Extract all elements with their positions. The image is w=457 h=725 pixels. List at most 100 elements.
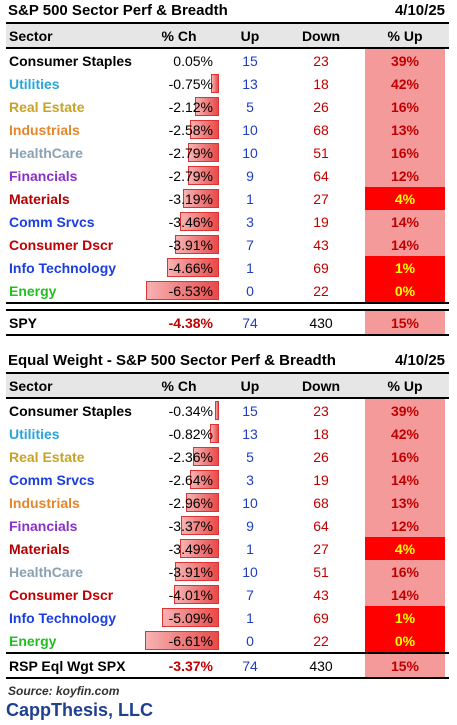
sector-name: Consumer Staples	[9, 52, 132, 69]
separator-row	[6, 303, 449, 311]
pct-change-cell: -3.49%	[139, 537, 219, 560]
pct-up-cell: 14%	[361, 468, 449, 491]
summary-pct-up-cell: 15%	[361, 310, 449, 336]
pct-up-value: 14%	[390, 471, 420, 488]
table-row: HealthCare -3.91% 10 51 16%	[6, 560, 449, 583]
pct-up-value: 16%	[390, 144, 420, 161]
pct-up-value: 0%	[394, 632, 416, 649]
pct-change-bar	[210, 74, 219, 93]
pct-up-cell: 16%	[361, 560, 449, 583]
sector-name: Industrials	[9, 121, 80, 138]
pct-change-cell: -2.96%	[139, 491, 219, 514]
pct-up-cell: 12%	[361, 514, 449, 537]
down-count: 64	[313, 167, 329, 184]
pct-up-value: 12%	[390, 167, 420, 184]
pct-up-value: 42%	[390, 425, 420, 442]
pct-up-cell: 14%	[361, 210, 449, 233]
summary-row: RSP Eql Wgt SPX -3.37% 74 430 15%	[6, 653, 449, 679]
pct-change-value: -2.96%	[168, 494, 213, 511]
pct-up-background	[365, 514, 445, 537]
down-count: 69	[313, 609, 329, 626]
pct-change-value: -3.49%	[168, 540, 213, 557]
table-row: Info Technology -5.09% 1 69 1%	[6, 606, 449, 629]
pct-up-cell: 16%	[361, 95, 449, 118]
pct-up-cell: 14%	[361, 583, 449, 606]
pct-up-value: 16%	[390, 448, 420, 465]
up-count: 10	[242, 494, 258, 511]
pct-change-value: -5.09%	[168, 609, 213, 626]
header-sector: Sector	[6, 372, 139, 399]
pct-up-background	[365, 141, 445, 164]
table-title-bar: Equal Weight - S&P 500 Sector Perf & Bre…	[0, 350, 457, 372]
pct-change-cell: -2.36%	[139, 445, 219, 468]
pct-change-value: -4.01%	[168, 586, 213, 603]
brand-label: CappThesis, LLC	[6, 700, 154, 720]
pct-change-value: -0.75%	[168, 75, 213, 92]
pct-change-value: -3.46%	[168, 213, 213, 230]
sector-name: Consumer Dscr	[9, 236, 114, 253]
up-count: 7	[246, 236, 254, 253]
down-count: 68	[313, 121, 329, 138]
sector-name: Energy	[6, 629, 139, 654]
table-header-row: Sector % Ch Up Down % Up	[6, 372, 449, 399]
pct-change-bar	[187, 166, 219, 185]
table-row: Comm Srvcs -3.46% 3 19 14%	[6, 210, 449, 233]
sector-name: Comm Srvcs	[9, 213, 95, 230]
pct-change-value: -4.66%	[168, 259, 213, 276]
pct-change-bar	[181, 516, 219, 535]
pct-change-bar	[195, 97, 219, 116]
down-count: 19	[313, 471, 329, 488]
sector-name: Utilities	[9, 75, 60, 92]
pct-up-value: 13%	[390, 121, 420, 138]
table-date: 4/10/25	[394, 352, 445, 369]
summary-down: 430	[281, 310, 361, 336]
down-count: 19	[313, 213, 329, 230]
sector-name: Real Estate	[9, 448, 85, 465]
down-count: 51	[313, 144, 329, 161]
table-row: Materials -3.49% 1 27 4%	[6, 537, 449, 560]
pct-change-value: -2.79%	[168, 144, 213, 161]
sector-name: Financials	[9, 517, 78, 534]
pct-up-background	[365, 164, 445, 187]
pct-up-value: 14%	[390, 236, 420, 253]
table-title-bar: S&P 500 Sector Perf & Breadth 4/10/25	[0, 0, 457, 22]
pct-up-cell: 4%	[361, 187, 449, 210]
down-count: 27	[313, 540, 329, 557]
up-count: 5	[246, 98, 254, 115]
pct-change-bar	[209, 424, 219, 443]
sector-name: Industrials	[9, 494, 80, 511]
table-title: Equal Weight - S&P 500 Sector Perf & Bre…	[8, 352, 336, 369]
table-row: Real Estate -2.36% 5 26 16%	[6, 445, 449, 468]
pct-change-cell: -6.53%	[139, 279, 219, 304]
pct-change-cell: -3.37%	[139, 514, 219, 537]
table-row: Info Technology -4.66% 1 69 1%	[6, 256, 449, 279]
pct-up-background	[365, 537, 445, 560]
equal-weight-perf-table: Sector % Ch Up Down % Up Consumer Staple…	[6, 372, 449, 679]
pct-change-cell: -3.91%	[139, 560, 219, 583]
header-pct-change: % Ch	[139, 22, 219, 49]
down-count: 43	[313, 586, 329, 603]
pct-change-bar	[162, 608, 219, 627]
down-count: 22	[281, 629, 361, 654]
pct-up-cell: 14%	[361, 233, 449, 256]
pct-up-cell: 4%	[361, 537, 449, 560]
down-count: 18	[313, 425, 329, 442]
pct-change-bar	[192, 447, 219, 466]
pct-up-background	[365, 560, 445, 583]
pct-up-cell: 13%	[361, 118, 449, 141]
pct-change-bar	[145, 631, 219, 650]
down-count: 43	[313, 236, 329, 253]
pct-change-bar	[190, 120, 219, 139]
equal-weight-table-block: Equal Weight - S&P 500 Sector Perf & Bre…	[0, 350, 457, 679]
up-count: 5	[246, 448, 254, 465]
sector-name: Energy	[6, 279, 139, 304]
pct-change-cell: -3.46%	[139, 210, 219, 233]
table-row: Utilities -0.82% 13 18 42%	[6, 422, 449, 445]
pct-up-background	[365, 256, 445, 279]
sector-name: Info Technology	[9, 609, 117, 626]
table-row: Financials -2.79% 9 64 12%	[6, 164, 449, 187]
pct-change-bar	[186, 493, 219, 512]
pct-up-cell: 39%	[361, 398, 449, 422]
table-row: Utilities -0.75% 13 18 42%	[6, 72, 449, 95]
pct-up-value: 1%	[394, 259, 416, 276]
